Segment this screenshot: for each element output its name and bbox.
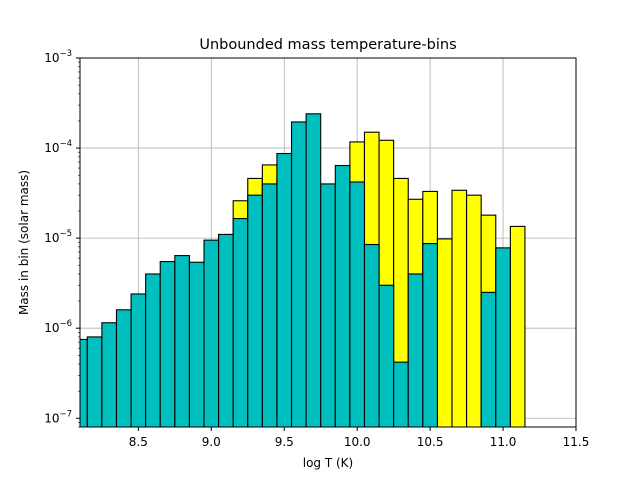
histogram-bar	[276, 152, 293, 427]
bars-layer	[80, 113, 526, 427]
y-tick-label: 10−3	[44, 49, 72, 65]
histogram-bar	[480, 291, 497, 427]
histogram-bar	[378, 284, 395, 427]
y-tick-label: 10−4	[44, 139, 72, 155]
histogram-bar	[232, 217, 249, 427]
histogram-bar	[363, 243, 380, 427]
histogram-bar	[115, 309, 132, 427]
histogram-bar	[218, 233, 234, 427]
ticks-layer: 8.5 9.0 9.5 10.0 10.5 11.0 11.5 10−7 10−6 10−5 10−…	[44, 49, 589, 449]
histogram-bar	[349, 181, 366, 427]
histogram-bar	[145, 273, 161, 427]
x-tick-label: 10.5	[417, 435, 444, 449]
histogram-bar	[174, 255, 190, 427]
x-tick-label: 11.5	[563, 435, 590, 449]
histogram-bar	[334, 164, 351, 427]
y-tick-label: 10−6	[44, 319, 72, 335]
histogram-bar	[320, 183, 336, 427]
histogram-bar	[188, 261, 205, 427]
x-tick-label: 8.5	[129, 435, 148, 449]
y-tick-label: 10−5	[44, 229, 72, 245]
histogram-bar	[261, 183, 278, 427]
x-tick-label: 10.0	[344, 435, 371, 449]
histogram-bar	[247, 194, 263, 427]
histogram-bar	[203, 239, 220, 427]
x-tick-label: 9.0	[202, 435, 221, 449]
histogram-bar	[86, 336, 103, 427]
x-axis-label: log T (K)	[303, 456, 353, 470]
histogram-bar	[451, 189, 468, 427]
x-tick-label: 11.0	[490, 435, 517, 449]
y-axis-label: Mass in bin (solar mass)	[17, 170, 31, 315]
histogram-bar	[466, 194, 482, 427]
histogram-bar	[495, 247, 511, 427]
histogram-bar	[305, 113, 322, 427]
histogram-bar	[393, 361, 409, 427]
histogram-bar	[101, 322, 118, 427]
histogram-bar	[436, 238, 453, 427]
chart-title: Unbounded mass temperature-bins	[199, 37, 456, 53]
y-tick-label: 10−7	[44, 409, 72, 425]
x-tick-label: 9.5	[275, 435, 294, 449]
histogram-bar	[290, 121, 307, 427]
histogram-bar	[130, 293, 147, 427]
histogram-bar	[422, 243, 438, 427]
histogram-bar	[407, 273, 424, 427]
histogram-bar	[159, 260, 176, 427]
histogram-bar	[509, 225, 526, 427]
